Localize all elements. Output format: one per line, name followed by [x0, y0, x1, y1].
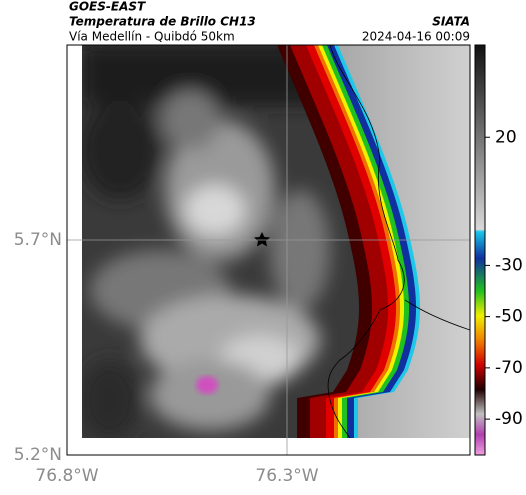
title: GOES-EAST: [69, 0, 146, 14]
lat-label: 5.2°N: [14, 445, 62, 465]
lat-label: 5.7°N: [14, 230, 62, 250]
route: Vía Medellín - Quibdó 50km: [69, 30, 235, 44]
colorbar-tick-label: -70: [495, 358, 523, 378]
colorbar-tick-label: -50: [495, 307, 523, 327]
colorbar-tick-label: -30: [495, 255, 523, 275]
map-frame: [66, 44, 471, 456]
satellite-image: [82, 45, 470, 438]
lon-label: 76.8°W: [35, 466, 98, 486]
lon-label: 76.3°W: [255, 466, 318, 486]
timestamp: 2024-04-16 00:09: [362, 30, 470, 44]
colorbar-tick-label: 20: [495, 127, 517, 147]
colorbar: [474, 44, 486, 456]
subtitle: Temperatura de Brillo CH13: [69, 15, 256, 29]
colorbar-tick-label: -90: [495, 409, 523, 429]
source: SIATA: [432, 15, 470, 29]
